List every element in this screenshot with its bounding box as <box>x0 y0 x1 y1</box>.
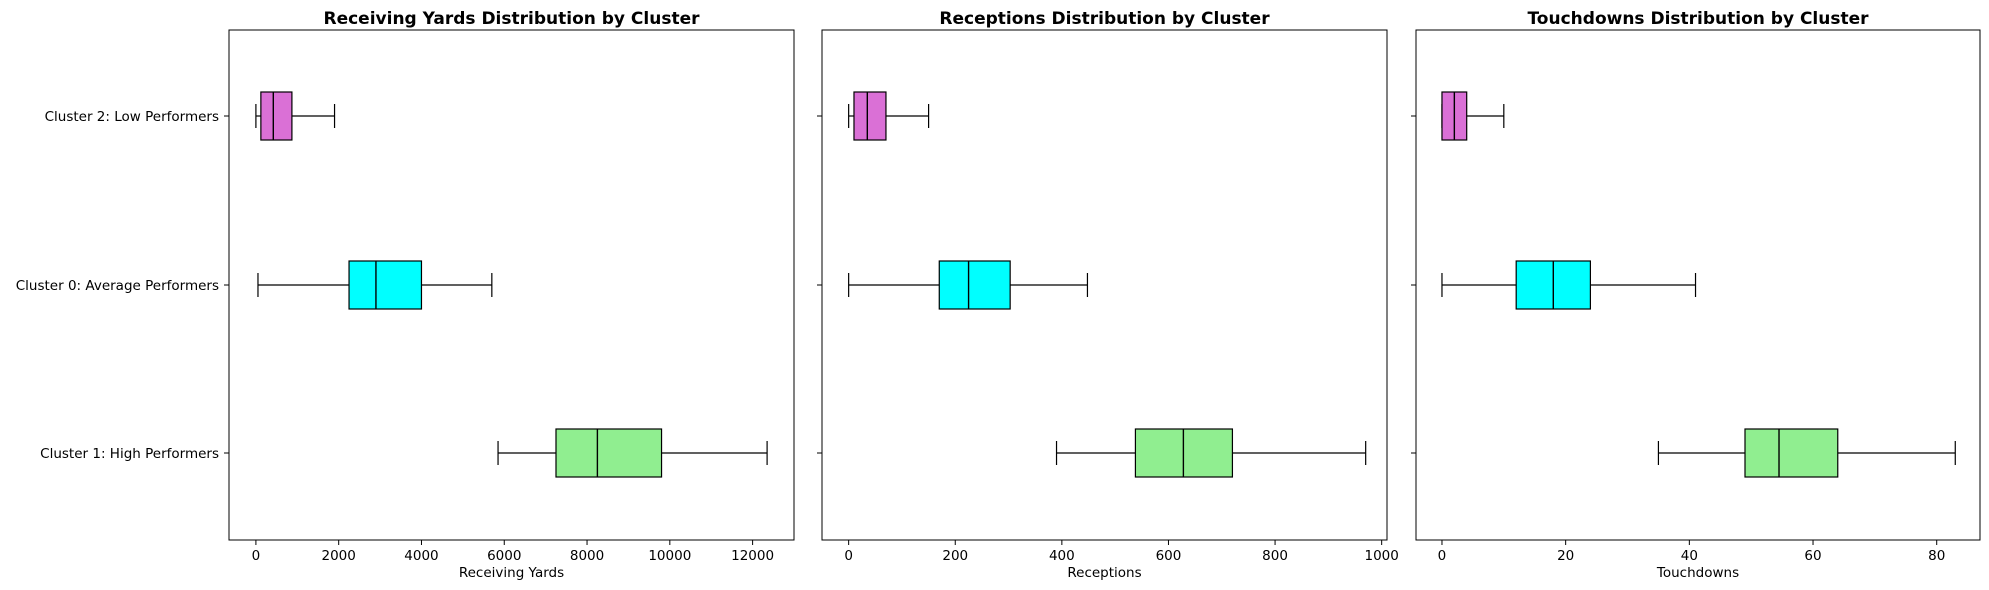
y-tick-label: Cluster 0: Average Performers <box>16 278 219 294</box>
box-plot <box>1441 91 1505 141</box>
chart-title: Receptions Distribution by Cluster <box>939 9 1270 29</box>
x-tick-label: 1000 <box>1364 548 1398 564</box>
box-iqr <box>555 428 663 478</box>
chart-panel-1: Receiving Yards Distribution by Cluster 0… <box>16 9 795 581</box>
x-tick-label: 2000 <box>322 548 356 564</box>
box-iqr <box>853 91 887 141</box>
x-tick-label: 0 <box>1438 548 1447 564</box>
x-tick-label: 60 <box>1804 548 1821 564</box>
chart-panel-2: Receptions Distribution by Cluster 0 200 40… <box>817 9 1399 581</box>
x-tick-label: 6000 <box>487 548 521 564</box>
y-tick-label: Cluster 2: Low Performers <box>45 109 219 125</box>
x-tick-label: 4000 <box>404 548 438 564</box>
x-tick-label: 20 <box>1557 548 1574 564</box>
x-tick-label: 800 <box>1262 548 1288 564</box>
chart-title: Touchdowns Distribution by Cluster <box>1527 9 1869 29</box>
x-tick-label: 0 <box>252 548 261 564</box>
box-iqr <box>1744 428 1839 478</box>
box-plot <box>1441 260 1697 310</box>
y-tick-label: Cluster 1: High Performers <box>40 446 219 462</box>
x-tick-label: 600 <box>1156 548 1182 564</box>
box-plot <box>497 428 768 478</box>
x-tick-label: 400 <box>1049 548 1075 564</box>
x-axis-label: Touchdowns <box>1656 565 1739 581</box>
x-tick-label: 40 <box>1681 548 1698 564</box>
x-tick-label: 0 <box>844 548 853 564</box>
box-iqr <box>348 260 423 310</box>
x-tick-label: 12000 <box>731 548 774 564</box>
chart-panel-3: Touchdowns Distribution by Cluster 0 20 40 6… <box>1411 9 1981 581</box>
box-plot <box>257 260 493 310</box>
box-plot <box>255 91 336 141</box>
x-tick-label: 200 <box>942 548 968 564</box>
box-iqr <box>938 260 1011 310</box>
box-plot <box>848 260 1089 310</box>
box-plot <box>1657 428 1956 478</box>
box-plot <box>848 91 930 141</box>
x-axis-label: Receptions <box>1067 565 1141 581</box>
x-tick-label: 10000 <box>648 548 691 564</box>
box-plot <box>1055 428 1367 478</box>
chart-title: Receiving Yards Distribution by Cluster <box>323 9 700 29</box>
x-tick-label: 80 <box>1928 548 1945 564</box>
x-axis-label: Receiving Yards <box>459 565 564 581</box>
box-iqr <box>260 91 293 141</box>
x-tick-label: 8000 <box>570 548 604 564</box>
